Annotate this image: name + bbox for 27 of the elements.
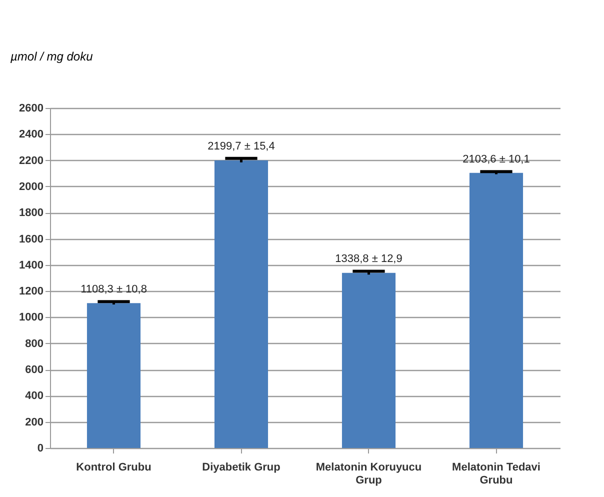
y-tick-label: 1000: [19, 312, 44, 324]
y-tick-label: 600: [25, 364, 44, 376]
y-axis-title: µmol / mg doku: [10, 50, 94, 64]
y-tick-label: 1200: [19, 286, 44, 298]
bar: [469, 172, 524, 448]
y-tick-label: 1600: [19, 233, 44, 246]
data-label: 1108,3 ± 10,8: [80, 284, 147, 296]
y-tick-label: 2400: [19, 128, 44, 141]
bar: [342, 272, 396, 448]
y-tick-label: 1800: [19, 207, 44, 220]
y-tick-label: 2600: [19, 102, 44, 114]
bar: [86, 303, 141, 448]
data-label: 1338,8 ± 12,9: [335, 253, 402, 266]
bar: [214, 160, 268, 448]
y-tick-label: 400: [25, 390, 44, 402]
x-tick-label: Kontrol Grubu: [76, 462, 152, 474]
y-tick-label: 2200: [19, 154, 44, 167]
y-tick-label: 0: [37, 442, 44, 454]
data-label: 2103,6 ± 10,1: [462, 154, 530, 166]
y-tick-label: 2000: [19, 180, 44, 193]
data-label: 2199,7 ± 15,4: [208, 140, 275, 152]
y-tick-label: 800: [25, 338, 44, 350]
y-tick-label: 200: [25, 416, 44, 428]
y-tick-label: 1400: [19, 259, 44, 272]
x-tick-label: Diyabetik Grup: [202, 462, 281, 474]
x-tick-label: Melatonin Koruyucu Grup: [316, 462, 422, 486]
x-tick-label: Melatonin Tedavi Grubu: [452, 462, 540, 486]
